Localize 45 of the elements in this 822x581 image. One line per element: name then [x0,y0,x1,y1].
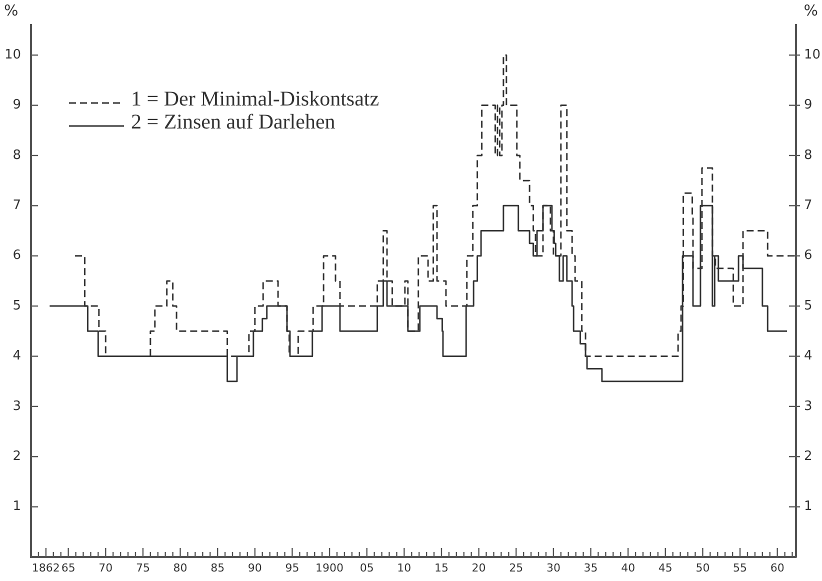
y2-tick-label: 4 [804,348,812,364]
y2-tick-label: 1 [804,499,812,514]
y2-tick-label: 7 [804,198,812,214]
x-tick-label: 50 [696,561,710,574]
y2-tick-label: 5 [804,298,812,314]
y2-tick-label: 3 [804,398,812,414]
y-tick-label: 10 [4,47,21,62]
y-tick-label: 8 [12,148,21,163]
x-tick-label: 70 [98,561,113,574]
y2-tick-label: 6 [804,248,812,264]
x-tick-label: 05 [360,561,374,574]
x-tick-label: 95 [285,561,300,574]
y2-tick-label: 2 [804,449,812,464]
y-tick-label: 4 [12,348,21,364]
y-tick-label: 1 [12,499,21,514]
x-tick-label: 40 [621,561,636,574]
x-tick-label: 65 [61,561,76,574]
x-tick-label: 1900 [316,561,344,574]
x-tick-label: 90 [248,561,262,574]
y2-tick-label: 10 [804,47,821,62]
x-tick-label: 35 [584,561,598,574]
x-tick-label: 20 [472,561,486,574]
y2-axis-title: % [804,1,818,20]
y-tick-label: 7 [12,198,21,214]
y-axis-title: % [4,1,18,20]
y-tick-label: 9 [12,98,21,113]
x-tick-label: 75 [136,561,150,574]
y2-tick-label: 8 [804,148,812,163]
y-tick-label: 2 [12,449,21,464]
y-tick-label: 5 [12,298,21,314]
legend-label: 1 = Der Minimal-Diskontsatz [131,86,380,111]
legend-label: 2 = Zinsen auf Darlehen [131,110,336,134]
x-tick-label: 25 [509,561,524,574]
x-tick-label: 1862 [32,561,60,574]
x-tick-label: 80 [173,561,188,574]
x-tick-label: 30 [546,561,560,574]
x-tick-label: 10 [397,561,412,574]
y-tick-label: 3 [12,398,21,414]
y-tick-label: 6 [12,248,21,264]
x-tick-label: 45 [658,561,672,574]
x-tick-label: 85 [210,561,225,574]
x-tick-label: 55 [733,561,748,574]
x-tick-label: 60 [770,561,784,574]
y2-tick-label: 9 [804,98,812,113]
x-tick-label: 15 [434,561,448,574]
